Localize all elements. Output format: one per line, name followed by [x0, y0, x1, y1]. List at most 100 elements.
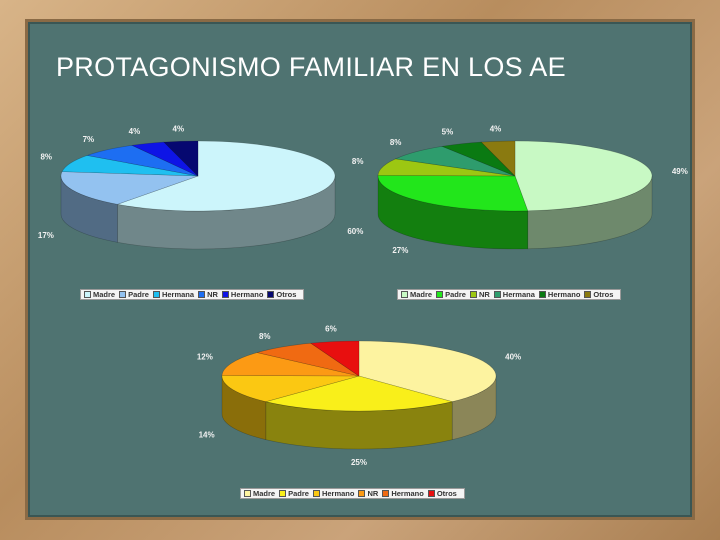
pie-value-label: 4% [490, 124, 502, 133]
legend-item: Otros [427, 489, 457, 498]
legend-swatch [358, 490, 366, 497]
legend-item: Hermana [493, 290, 535, 299]
legend-chart-2: Madre Padre NR Hermana Hermano Otros [397, 289, 622, 300]
legend-item: Padre [279, 489, 309, 498]
legend-item: Hermano [221, 290, 264, 299]
legend-label: Padre [445, 290, 466, 299]
legend-label: Madre [93, 290, 116, 299]
pie-slice [310, 340, 360, 377]
legend-label: Madre [253, 489, 276, 498]
legend-item: NR [358, 489, 378, 498]
legend-item: Padre [119, 290, 149, 299]
legend-label: Madre [410, 290, 433, 299]
pie-value-label: 25% [351, 458, 367, 467]
pie-slice [358, 340, 497, 402]
pie-value-label: 60% [347, 227, 363, 236]
legend-swatch [267, 291, 275, 298]
legend-swatch [493, 291, 501, 298]
pie-value-label: 8% [352, 157, 364, 166]
pie-value-label: 7% [83, 135, 95, 144]
pie-slice [377, 158, 516, 177]
legend-swatch [436, 291, 444, 298]
pie-slice [130, 141, 199, 177]
legend-label: Hermano [321, 489, 355, 498]
pie-slice [480, 140, 516, 177]
legend-swatch [584, 291, 592, 298]
legend-item: Madre [401, 290, 432, 299]
pie-slice [221, 352, 360, 377]
pie-slice-side [377, 175, 529, 250]
legend-label: NR [478, 290, 490, 299]
pie-slice-side [221, 375, 267, 441]
legend-label: Hermana [161, 290, 195, 299]
legend-swatch [427, 490, 435, 497]
legend-label: Hermano [391, 489, 424, 498]
legend-item: Hermano [312, 489, 355, 498]
pie-value-label: 8% [390, 138, 402, 147]
legend-swatch [401, 291, 408, 298]
pie-value-label: 40% [505, 353, 521, 362]
legend-label: Padre [128, 290, 149, 299]
pie-value-label: 14% [199, 431, 215, 440]
pie-value-label: 4% [129, 127, 141, 136]
legend-item: NR [198, 290, 218, 299]
pie-value-label: 8% [259, 332, 271, 341]
legend-swatch [382, 490, 390, 497]
legend-label: NR [207, 290, 218, 299]
pie-slice [61, 155, 199, 177]
legend-label: Hermano [230, 290, 264, 299]
legend-swatch [312, 490, 320, 497]
legend-item: NR [469, 290, 490, 299]
pie-value-label: 17% [38, 231, 54, 240]
legend-item: Hermano [538, 290, 581, 299]
pie-slice [86, 145, 199, 177]
legend-item: Otros [584, 290, 613, 299]
legend-label: NR [367, 489, 379, 498]
legend-swatch [198, 291, 206, 298]
pie-value-label: 5% [442, 128, 454, 137]
legend-swatch [538, 291, 546, 298]
pie-chart-3: 40% 25% 14% 12% 8% 6% [197, 325, 521, 467]
pie-value-label: 12% [197, 353, 213, 362]
pie-slice [163, 140, 199, 177]
legend-item: Otros [267, 290, 296, 299]
pie-chart-2: 49% 27% 8% 8% 5% 4% [352, 124, 688, 255]
legend-item: Hermana [152, 290, 195, 299]
pie-slice [377, 175, 529, 212]
pie-slice [265, 375, 453, 412]
legend-swatch [221, 291, 229, 298]
legend-label: Hermana [502, 290, 535, 299]
legend-swatch [119, 291, 127, 298]
legend-swatch [469, 291, 477, 298]
pie-slice [394, 146, 516, 177]
legend-label: Otros [276, 290, 297, 299]
legend-label: Hermano [547, 290, 581, 299]
legend-swatch [152, 291, 160, 298]
pie-slice [257, 342, 360, 377]
legend-label: Padre [288, 489, 309, 498]
legend-label: Otros [593, 290, 614, 299]
legend-swatch [84, 291, 91, 298]
pie-value-label: 27% [392, 246, 408, 255]
legend-item: Padre [436, 290, 466, 299]
legend-swatch [279, 490, 287, 497]
slide-title: PROTAGONISMO FAMILIAR EN LOS AE [56, 52, 566, 82]
legend-chart-3: Madre Padre Hermano NR Hermano Otros [240, 488, 465, 499]
pie-slice [60, 171, 199, 205]
pie-slice-side [527, 175, 653, 250]
pie-slice [514, 140, 653, 212]
legend-item: Madre [244, 489, 275, 498]
pie-slice [221, 375, 360, 402]
pie-slice [441, 141, 516, 177]
pie-slice [116, 140, 336, 212]
legend-item: Hermano [382, 489, 424, 498]
legend-label: Otros [436, 489, 457, 498]
legend-item: Madre [84, 290, 115, 299]
pie-value-label: 49% [672, 167, 688, 176]
pie-value-label: 4% [173, 124, 185, 133]
pie-value-label: 6% [325, 325, 337, 334]
legend-chart-1: Madre Padre Hermana NR Hermano Otros [80, 289, 305, 300]
legend-swatch [244, 490, 251, 497]
